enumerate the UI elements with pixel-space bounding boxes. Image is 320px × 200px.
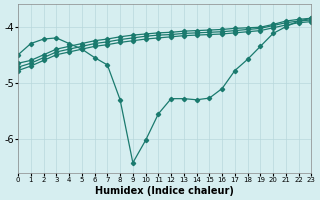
X-axis label: Humidex (Indice chaleur): Humidex (Indice chaleur): [95, 186, 234, 196]
